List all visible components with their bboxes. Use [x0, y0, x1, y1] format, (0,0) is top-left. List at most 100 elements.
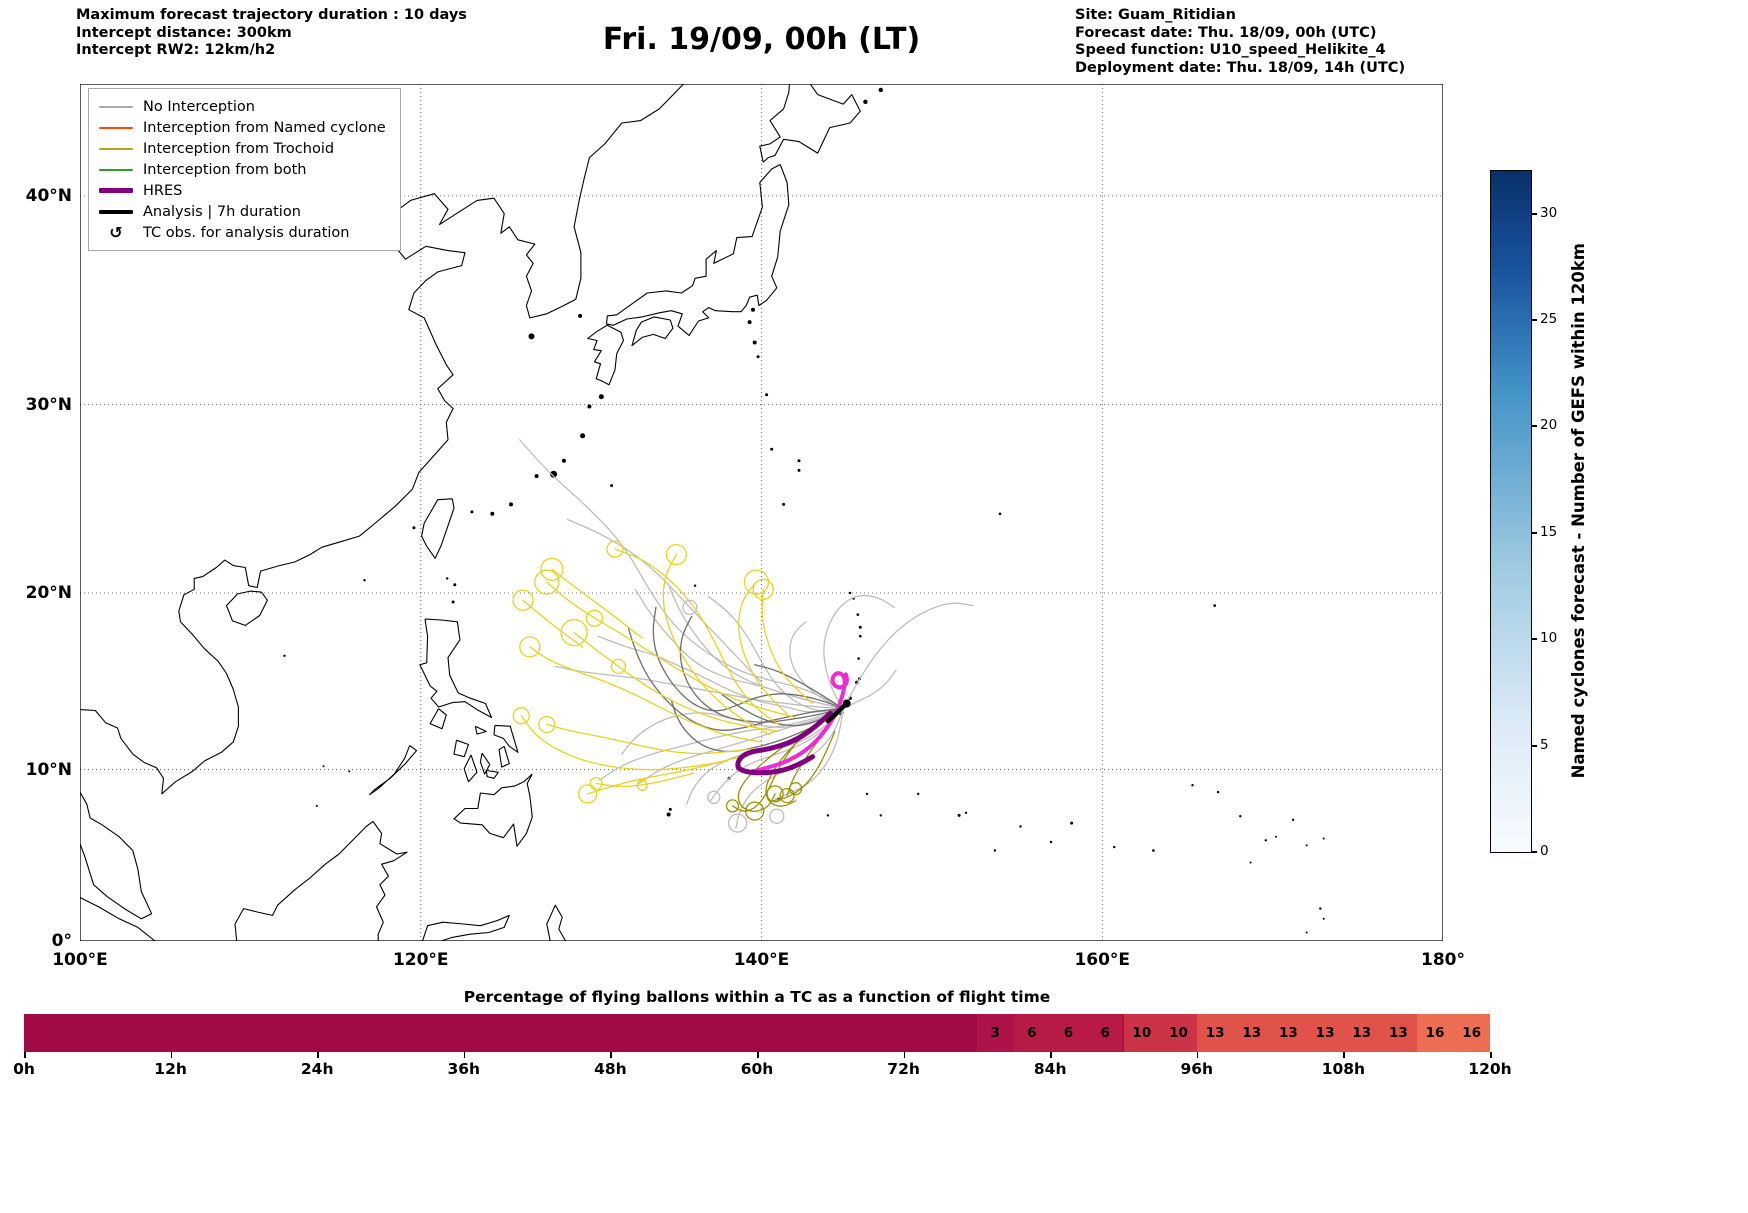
legend-line-sample [99, 105, 133, 108]
map-plot: No Interception Interception from Named c… [80, 84, 1443, 941]
strip-segment-value: 16 [1425, 1025, 1445, 1041]
legend-line [99, 168, 133, 171]
y-tick-label-0: 0° [51, 931, 72, 951]
header-right-line-0: Site: Guam_Ritidian [1075, 7, 1236, 23]
legend-item-label: Interception from Named cyclone [143, 119, 386, 136]
hres-track [735, 710, 833, 776]
strip-segment-90h: 10 [1123, 1014, 1161, 1052]
colorbar-tick-5 [1531, 318, 1537, 321]
legend-line-sample [99, 126, 133, 129]
analysis-track [825, 701, 849, 724]
x-tick-label-4: 180° [1421, 950, 1465, 970]
strip-tick-label-1: 12h [154, 1060, 187, 1078]
strip-tick-label-6: 72h [887, 1060, 920, 1078]
strip-segment-value: 6 [1063, 1025, 1074, 1041]
strip-segment-value: 16 [1462, 1025, 1482, 1041]
axis-ticks [73, 196, 1443, 948]
legend-line [99, 126, 133, 129]
legend-item-0: No Interception [99, 96, 386, 117]
strip-segment-value: 13 [1315, 1025, 1335, 1041]
strip-tick-3 [463, 1052, 466, 1058]
coastlines [80, 84, 861, 941]
strip-tick-label-4: 48h [594, 1060, 627, 1078]
x-tick-label-1: 120°E [392, 950, 449, 970]
flight-time-strip: 3 6 6 6 10 10 13 13 13 13 13 13 16 16 [24, 1014, 1490, 1052]
legend-line [99, 188, 133, 193]
y-tick-label-1: 10°N [25, 759, 72, 780]
header-left-line-0: Maximum forecast trajectory duration : 1… [76, 7, 467, 23]
strip-segment-114h: 16 [1416, 1014, 1454, 1052]
y-tick-label-4: 40°N [25, 185, 72, 206]
strip-segment-value: 6 [1027, 1025, 1037, 1041]
strip-segment-84h: 6 [1050, 1014, 1087, 1052]
strip-segment-81h: 6 [1013, 1014, 1051, 1052]
legend-line [99, 209, 133, 214]
header-left-line-2: Intercept RW2: 12km/h2 [76, 42, 276, 58]
legend-line-sample [99, 147, 133, 150]
strip-tick-label-7: 84h [1033, 1060, 1067, 1078]
strip-segment-99h: 13 [1233, 1014, 1271, 1052]
legend-line [99, 105, 133, 108]
colorbar-tick-label-5: 25 [1540, 310, 1558, 327]
colorbar-tick-6 [1531, 212, 1537, 215]
strip-tick-label-3: 36h [447, 1060, 481, 1078]
legend-item-2: Interception from Trochoid [99, 138, 386, 159]
x-tick-label-0: 100°E [52, 950, 108, 970]
strip-segment-value: 13 [1205, 1025, 1225, 1041]
trajectories [512, 439, 974, 833]
strip-segment-value: 6 [1100, 1025, 1110, 1041]
legend-item-1: Interception from Named cyclone [99, 117, 386, 138]
colorbar-label: Named cyclones forecast - Number of GEFS… [1568, 242, 1588, 779]
colorbar-label-wrap: Named cyclones forecast - Number of GEFS… [1562, 170, 1594, 851]
colorbar-tick-1 [1531, 744, 1537, 747]
y-tick-label-3: 30°N [25, 394, 72, 415]
strip-segment-105h: 13 [1306, 1014, 1344, 1052]
colorbar-tick-label-1: 5 [1540, 736, 1549, 753]
strip-segment-value: 13 [1388, 1025, 1408, 1041]
strip-tick-label-10: 120h [1468, 1060, 1512, 1078]
tc-obs-track [746, 671, 849, 775]
legend-item-3: Interception from both [99, 159, 386, 180]
colorbar-tick-label-6: 30 [1540, 204, 1558, 221]
strip-segment-108h: 13 [1343, 1014, 1381, 1052]
colorbar-gradient [1491, 171, 1531, 852]
legend-item-label: Interception from both [143, 161, 307, 178]
strip-tick-10 [1490, 1052, 1492, 1058]
strip-tick-1 [170, 1052, 173, 1058]
x-tick-label-2: 140°E [733, 950, 790, 970]
strip-tick-9 [1343, 1052, 1345, 1058]
legend-line-sample [99, 188, 133, 193]
grid-lines [80, 84, 1443, 941]
strip-segment-value: 10 [1169, 1025, 1188, 1041]
strip-segment-117h: 16 [1453, 1014, 1490, 1052]
colorbar-tick-4 [1531, 425, 1537, 428]
strip-segment-111h: 13 [1380, 1014, 1417, 1052]
strip-tick-2 [317, 1052, 319, 1058]
y-tick-label-2: 20°N [25, 582, 72, 603]
legend-item-4: HRES [99, 180, 386, 201]
strip-tick-8 [1196, 1052, 1199, 1058]
strip-segment-value: 13 [1242, 1025, 1262, 1041]
header-left-block: Maximum forecast trajectory duration : 1… [76, 7, 467, 60]
strip-tick-label-9: 108h [1321, 1060, 1366, 1078]
legend-item-label: TC obs. for analysis duration [143, 224, 350, 241]
strip-tick-6 [903, 1052, 906, 1058]
deployment-site-marker [842, 699, 851, 708]
colorbar-tick-label-4: 20 [1540, 417, 1558, 434]
rotate-arrow-icon: ↺ [109, 222, 123, 242]
colorbar-tick-label-0: 0 [1540, 843, 1549, 859]
strip-tick-label-0: 0h [13, 1060, 35, 1078]
legend-line-sample [99, 168, 133, 171]
strip-title: Percentage of flying ballons within a TC… [463, 988, 1051, 1006]
figure-title: Fri. 19/09, 00h (LT) [602, 22, 921, 57]
legend-item-label: HRES [143, 182, 183, 199]
map-legend: No Interception Interception from Named c… [88, 88, 401, 251]
strip-segment-value: 3 [990, 1025, 1000, 1041]
strip-segment-93h: 10 [1160, 1014, 1197, 1052]
header-right-line-2: Speed function: U10_speed_Helikite_4 [1075, 42, 1386, 58]
colorbar-tick-3 [1531, 531, 1537, 534]
header-right-block: Site: Guam_Ritidian Forecast date: Thu. 1… [1075, 7, 1405, 77]
legend-item-6: ↺ TC obs. for analysis duration [99, 222, 386, 243]
colorbar-tick-label-3: 15 [1540, 523, 1558, 540]
